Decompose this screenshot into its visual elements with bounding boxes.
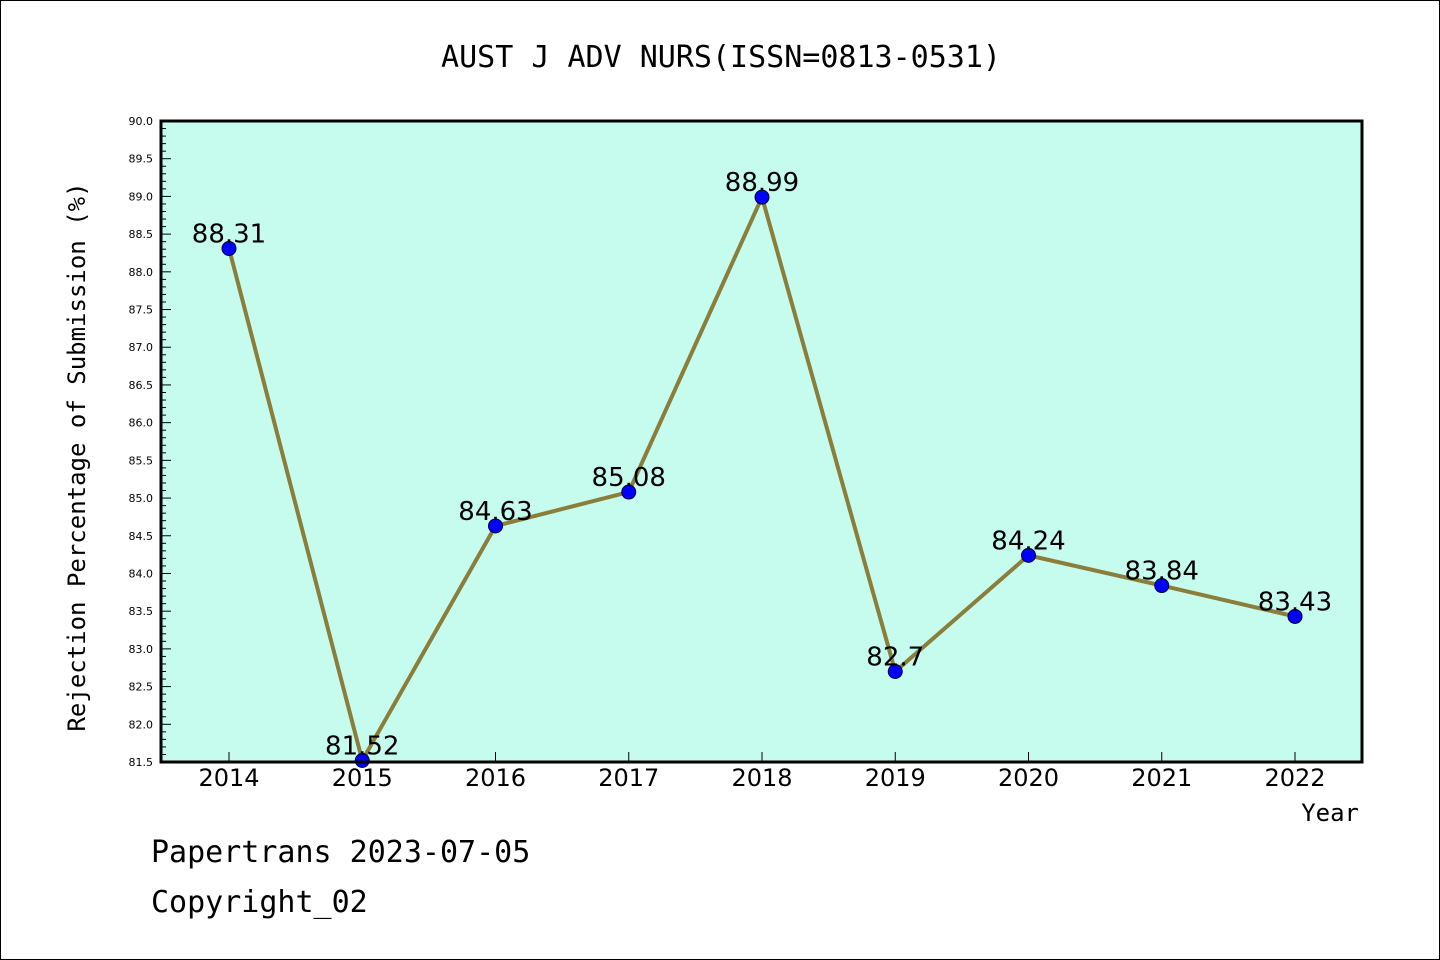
data-label: 83.43	[1258, 587, 1332, 617]
x-tick-label: 2017	[598, 764, 659, 792]
y-tick-label: 87.0	[129, 341, 154, 354]
data-label: 88.31	[192, 219, 266, 249]
data-point	[1021, 547, 1036, 563]
data-point	[354, 752, 370, 768]
data-label: 85.08	[592, 463, 666, 493]
data-point	[754, 189, 770, 205]
x-tick-label: 2016	[465, 764, 526, 792]
x-tick-label: 2019	[865, 764, 926, 792]
y-tick-label: 81.5	[129, 756, 154, 769]
series-rejection	[221, 189, 1303, 768]
y-tick-label: 83.5	[129, 605, 154, 618]
y-tick-label: 85.5	[129, 454, 154, 467]
footer-copyright: Copyright_02	[151, 885, 368, 920]
data-point	[887, 664, 903, 680]
data-labels: 88.31 81.52 84.63 85.08 88.99 82.7 84.24 83.84 8…	[192, 168, 1332, 761]
data-point	[621, 484, 637, 500]
y-tick-label: 88.5	[129, 228, 154, 241]
y-tick-label: 82.5	[129, 681, 154, 694]
x-tick-label: 2021	[1131, 764, 1192, 792]
y-tick-label: 89.0	[129, 190, 154, 203]
chart-title: AUST J ADV NURS(ISSN=0813-0531)	[441, 40, 1001, 75]
x-tick-label: 2020	[998, 764, 1059, 792]
data-label: 82.7	[866, 643, 924, 673]
y-axis-label: Rejection Percentage of Submission (%)	[63, 182, 91, 731]
x-tick-label: 2014	[198, 764, 259, 792]
x-tick-label: 2015	[332, 764, 393, 792]
y-tick-label: 84.5	[129, 530, 154, 543]
data-point	[488, 518, 503, 534]
y-tick-label: 88.0	[129, 266, 154, 279]
x-axis-label: Year	[1301, 799, 1359, 827]
data-label: 81.52	[325, 731, 399, 761]
y-tick-label: 83.0	[129, 643, 154, 656]
y-tick-label: 86.5	[129, 379, 154, 392]
y-tick-label: 84.0	[129, 567, 154, 580]
data-point	[221, 240, 237, 256]
x-tick-label: 2022	[1264, 764, 1325, 792]
x-axis-ticks: 2014 2015 2016 2017 2018 2019 2020 2021 2022	[198, 752, 1326, 792]
plot-border	[159, 119, 1364, 764]
y-tick-label: 86.0	[129, 417, 154, 430]
plot-area	[161, 121, 1362, 762]
y-tick-label: 85.0	[129, 492, 154, 505]
y-tick-label: 82.0	[129, 718, 154, 731]
y-tick-label: 89.5	[129, 153, 154, 166]
x-tick-label: 2018	[731, 764, 792, 792]
y-tick-label: 90.0	[129, 115, 154, 128]
data-label: 88.99	[725, 168, 799, 198]
data-label: 83.84	[1125, 557, 1199, 587]
y-tick-label: 87.5	[129, 304, 154, 317]
data-label: 84.24	[991, 526, 1065, 556]
data-point	[1154, 578, 1170, 594]
footer-source: Papertrans 2023-07-05	[151, 835, 531, 870]
data-point	[1287, 608, 1303, 624]
data-label: 84.63	[458, 497, 532, 527]
